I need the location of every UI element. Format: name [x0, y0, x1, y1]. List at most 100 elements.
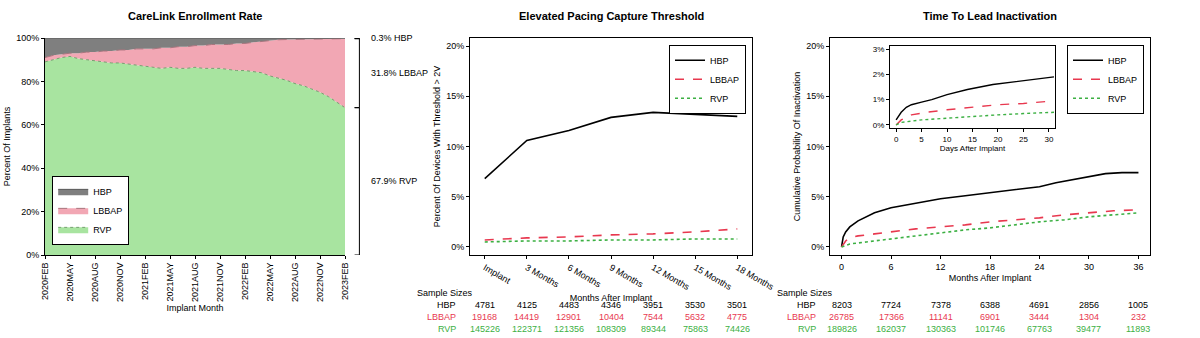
svg-text:4483: 4483	[559, 300, 579, 310]
svg-text:5632: 5632	[685, 312, 705, 322]
svg-text:11141: 11141	[929, 312, 953, 322]
svg-text:LBBAP: LBBAP	[1108, 75, 1137, 85]
svg-text:12: 12	[936, 262, 946, 272]
svg-text:89344: 89344	[641, 324, 666, 334]
svg-text:5%: 5%	[811, 192, 824, 202]
svg-text:Days After Implant: Days After Implant	[940, 144, 1006, 153]
svg-text:15%: 15%	[806, 91, 824, 101]
svg-text:LBBAP: LBBAP	[93, 206, 122, 216]
svg-text:LBBAP: LBBAP	[787, 312, 816, 322]
svg-text:101746: 101746	[975, 324, 1005, 334]
svg-text:1304: 1304	[1079, 312, 1099, 322]
svg-text:HBP: HBP	[1108, 56, 1127, 66]
svg-text:24: 24	[1034, 262, 1044, 272]
svg-text:0%: 0%	[811, 242, 824, 252]
svg-text:3 Months: 3 Months	[524, 262, 561, 289]
svg-text:3501: 3501	[727, 300, 747, 310]
svg-text:4781: 4781	[475, 300, 495, 310]
svg-text:7544: 7544	[643, 312, 663, 322]
svg-text:RVP: RVP	[710, 94, 728, 104]
svg-text:162037: 162037	[876, 324, 906, 334]
svg-text:Implant Month: Implant Month	[166, 303, 223, 313]
svg-text:145226: 145226	[470, 324, 500, 334]
svg-text:14419: 14419	[514, 312, 539, 322]
svg-text:30: 30	[1044, 135, 1053, 144]
svg-text:2023FEB: 2023FEB	[340, 263, 350, 301]
svg-text:11893: 11893	[1126, 324, 1150, 334]
svg-text:1005: 1005	[1128, 300, 1148, 310]
svg-text:20: 20	[994, 135, 1003, 144]
svg-text:Implant: Implant	[481, 262, 512, 286]
svg-text:2022AUG: 2022AUG	[290, 263, 300, 303]
svg-text:1%: 1%	[873, 95, 885, 104]
svg-text:HBP: HBP	[93, 187, 112, 197]
svg-text:4346: 4346	[601, 300, 621, 310]
svg-text:6388: 6388	[980, 300, 1000, 310]
svg-text:15%: 15%	[446, 91, 464, 101]
svg-text:7378: 7378	[931, 300, 951, 310]
svg-text:6: 6	[889, 262, 894, 272]
svg-text:10%: 10%	[446, 142, 464, 152]
svg-text:0: 0	[894, 135, 899, 144]
svg-text:Percent Of Implants: Percent Of Implants	[2, 106, 12, 186]
svg-text:2022FEB: 2022FEB	[240, 263, 250, 301]
svg-text:Sample Sizes: Sample Sizes	[777, 288, 833, 298]
svg-text:2020AUG: 2020AUG	[90, 263, 100, 303]
svg-text:6901: 6901	[980, 312, 1000, 322]
svg-text:0%: 0%	[451, 242, 464, 252]
svg-text:10404: 10404	[599, 312, 624, 322]
svg-text:4691: 4691	[1029, 300, 1049, 310]
svg-text:20%: 20%	[806, 41, 824, 51]
svg-text:Months After Implant: Months After Implant	[570, 293, 653, 303]
svg-text:30: 30	[1084, 262, 1094, 272]
svg-text:Months After Implant: Months After Implant	[949, 273, 1032, 283]
svg-text:15 Months: 15 Months	[692, 262, 734, 292]
svg-text:26785: 26785	[829, 312, 854, 322]
svg-text:17366: 17366	[879, 312, 904, 322]
svg-text:4775: 4775	[727, 312, 747, 322]
svg-text:25: 25	[1019, 135, 1028, 144]
svg-text:80%: 80%	[21, 77, 39, 87]
svg-text:39477: 39477	[1076, 324, 1101, 334]
svg-text:Sample Sizes: Sample Sizes	[417, 288, 473, 298]
svg-text:HBP: HBP	[797, 300, 816, 310]
svg-text:4125: 4125	[517, 300, 537, 310]
svg-text:36: 36	[1133, 262, 1143, 272]
svg-text:100%: 100%	[16, 33, 39, 43]
svg-text:CareLink Enrollment Rate: CareLink Enrollment Rate	[128, 10, 262, 22]
svg-text:67.9% RVP: 67.9% RVP	[371, 176, 417, 186]
svg-text:Percent Of Devices With Thresh: Percent Of Devices With Threshold > 2V	[432, 66, 442, 228]
svg-text:3530: 3530	[685, 300, 705, 310]
svg-text:2021NOV: 2021NOV	[215, 263, 225, 303]
svg-text:2020MAY: 2020MAY	[65, 263, 75, 302]
svg-text:8203: 8203	[832, 300, 852, 310]
svg-text:20%: 20%	[446, 41, 464, 51]
svg-text:31.8% LBBAP: 31.8% LBBAP	[371, 68, 428, 78]
svg-text:2021FEB: 2021FEB	[140, 263, 150, 301]
svg-text:0%: 0%	[873, 121, 885, 130]
svg-text:2021MAY: 2021MAY	[165, 263, 175, 302]
svg-text:0%: 0%	[26, 250, 39, 260]
svg-text:5%: 5%	[451, 192, 464, 202]
svg-text:75863: 75863	[683, 324, 708, 334]
svg-text:10%: 10%	[806, 142, 824, 152]
svg-text:3444: 3444	[1029, 312, 1049, 322]
svg-text:2022NOV: 2022NOV	[315, 263, 325, 303]
svg-text:7724: 7724	[881, 300, 901, 310]
svg-text:5: 5	[919, 135, 924, 144]
svg-text:60%: 60%	[21, 120, 39, 130]
svg-text:LBBAP: LBBAP	[710, 75, 739, 85]
svg-text:122371: 122371	[512, 324, 542, 334]
svg-text:20%: 20%	[21, 207, 39, 217]
svg-text:HBP: HBP	[710, 56, 729, 66]
svg-text:Elevated Pacing Capture Thresh: Elevated Pacing Capture Threshold	[519, 10, 704, 22]
svg-text:232: 232	[1131, 312, 1146, 322]
svg-text:10: 10	[943, 135, 952, 144]
svg-text:2021AUG: 2021AUG	[190, 263, 200, 303]
svg-text:121356: 121356	[554, 324, 584, 334]
svg-text:HBP: HBP	[437, 300, 456, 310]
svg-text:18: 18	[985, 262, 995, 272]
svg-text:3951: 3951	[643, 300, 663, 310]
svg-text:2%: 2%	[873, 70, 885, 79]
svg-text:9 Months: 9 Months	[608, 262, 645, 289]
